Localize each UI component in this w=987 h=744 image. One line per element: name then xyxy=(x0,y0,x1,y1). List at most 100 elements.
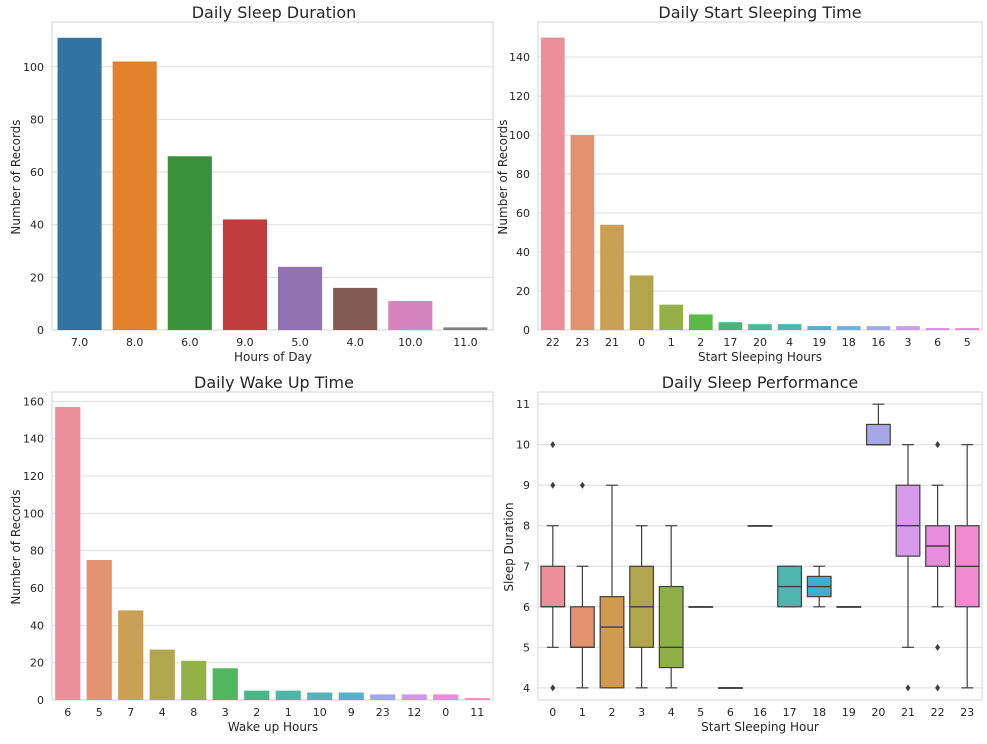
x-tick-label: 20 xyxy=(871,706,885,719)
x-tick-label: 4.0 xyxy=(346,336,364,349)
x-tick-label: 2 xyxy=(697,336,704,349)
plot-area-0: 0 20 40 60 80 100 7.0 8.0 6.0 9.0 5.0 4.0 10.0 11.0 xyxy=(23,21,494,349)
x-tick-label: 10 xyxy=(313,706,327,719)
box xyxy=(540,565,566,608)
y-tick-label: 4 xyxy=(523,682,530,695)
y-tick-label: 140 xyxy=(509,51,530,64)
x-tick-label: 21 xyxy=(605,336,619,349)
bar xyxy=(149,649,175,700)
panel-wake-up-time: Daily Wake Up Time Wake up Hours Number … xyxy=(9,373,354,734)
x-tick-label: 16 xyxy=(753,706,767,719)
bar xyxy=(777,324,802,330)
bar xyxy=(836,326,861,330)
chart-title: Daily Start Sleeping Time xyxy=(658,3,861,22)
outlier-point xyxy=(935,643,941,651)
x-tick-label: 8 xyxy=(190,706,197,719)
y-tick-label: 100 xyxy=(23,507,44,520)
y-axis-label: Number of Records xyxy=(496,119,510,234)
y-tick-label: 9 xyxy=(523,479,530,492)
y-tick-label: 100 xyxy=(23,61,44,74)
y-tick-label: 8 xyxy=(523,520,530,533)
y-tick-label: 7 xyxy=(523,560,530,573)
x-tick-label: 9.0 xyxy=(236,336,254,349)
x-tick-label: 19 xyxy=(812,336,826,349)
x-tick-label: 11 xyxy=(470,706,484,719)
x-axis-label: Start Sleeping Hour xyxy=(701,720,819,734)
x-axis-label: Hours of Day xyxy=(234,350,312,364)
x-tick-label: 20 xyxy=(753,336,767,349)
x-tick-label: 3 xyxy=(905,336,912,349)
bar xyxy=(86,560,112,700)
chart-title: Daily Sleep Performance xyxy=(662,373,859,392)
x-tick-label: 5.0 xyxy=(291,336,309,349)
y-tick-label: 10 xyxy=(516,439,530,452)
bar xyxy=(570,135,595,330)
x-tick-label: 9 xyxy=(348,706,355,719)
x-tick-label: 1 xyxy=(285,706,292,719)
y-tick-label: 5 xyxy=(523,641,530,654)
x-tick-label: 6.0 xyxy=(181,336,199,349)
y-tick-label: 40 xyxy=(30,219,44,232)
bar xyxy=(222,219,267,330)
y-tick-label: 40 xyxy=(516,246,530,259)
bar xyxy=(443,327,488,330)
bar xyxy=(600,224,624,330)
x-tick-label: 23 xyxy=(575,336,589,349)
panel-start-sleeping-time: Daily Start Sleeping Time Start Sleeping… xyxy=(496,3,862,364)
bar xyxy=(540,37,565,330)
box xyxy=(599,596,625,689)
y-tick-label: 80 xyxy=(30,113,44,126)
x-tick-label: 4 xyxy=(668,706,675,719)
bar xyxy=(955,328,980,330)
bar xyxy=(388,301,433,330)
x-tick-label: 1 xyxy=(668,336,675,349)
x-tick-label: 18 xyxy=(812,706,826,719)
outlier-point xyxy=(550,684,556,692)
x-tick-label: 5 xyxy=(697,706,704,719)
outlier-point xyxy=(935,684,941,692)
y-tick-label: 60 xyxy=(30,582,44,595)
x-tick-label: 18 xyxy=(842,336,856,349)
x-tick-label: 0 xyxy=(549,706,556,719)
bar xyxy=(688,314,713,330)
box xyxy=(895,484,921,557)
y-tick-label: 20 xyxy=(516,285,530,298)
panel-sleep-duration: Daily Sleep Duration Hours of Day Number… xyxy=(9,3,356,364)
y-tick-label: 120 xyxy=(509,90,530,103)
bar xyxy=(718,322,743,330)
x-tick-label: 21 xyxy=(901,706,915,719)
x-tick-label: 0 xyxy=(442,706,449,719)
x-tick-label: 3 xyxy=(638,706,645,719)
x-tick-label: 0 xyxy=(638,336,645,349)
bar xyxy=(333,287,378,330)
x-tick-label: 23 xyxy=(960,706,974,719)
y-tick-label: 100 xyxy=(509,129,530,142)
x-tick-label: 3 xyxy=(222,706,229,719)
bar xyxy=(57,37,102,331)
y-axis-label: Number of Records xyxy=(9,119,23,234)
bar xyxy=(181,660,207,700)
y-tick-label: 11 xyxy=(516,398,530,411)
bar xyxy=(244,690,270,700)
bar xyxy=(629,275,654,330)
outlier-point xyxy=(935,441,941,449)
x-tick-label: 2 xyxy=(253,706,260,719)
bar xyxy=(212,668,238,700)
bar xyxy=(338,692,364,700)
x-tick-label: 5 xyxy=(964,336,971,349)
y-tick-label: 160 xyxy=(23,395,44,408)
bar xyxy=(118,610,144,700)
y-axis-label: Number of Records xyxy=(9,489,23,604)
x-tick-label: 17 xyxy=(783,706,797,719)
x-tick-label: 2 xyxy=(609,706,616,719)
bar xyxy=(307,692,333,700)
x-tick-label: 4 xyxy=(159,706,166,719)
y-tick-label: 60 xyxy=(516,207,530,220)
x-tick-label: 17 xyxy=(723,336,737,349)
outlier-point xyxy=(905,684,911,692)
bar xyxy=(748,324,772,330)
box xyxy=(569,606,595,648)
outlier-point xyxy=(550,481,556,489)
y-tick-label: 0 xyxy=(523,324,530,337)
